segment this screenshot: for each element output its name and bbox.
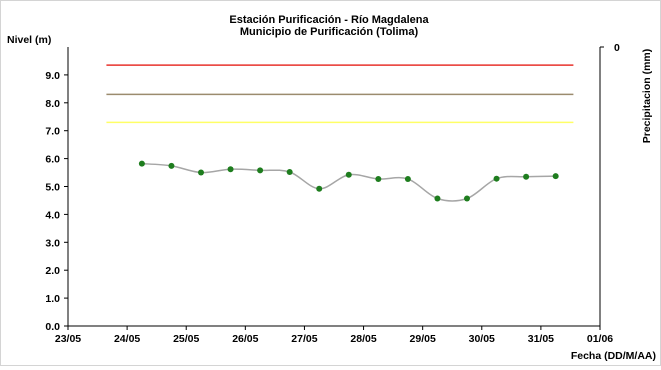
data-point: [286, 168, 293, 175]
data-point: [434, 195, 441, 202]
y2-tick-label: 0: [614, 42, 620, 54]
x-tick-label: 01/06: [587, 333, 613, 345]
y-tick-label: 3.0: [45, 237, 60, 249]
data-point: [552, 173, 559, 180]
x-tick-label: 27/05: [291, 333, 317, 345]
x-tick-label: 30/05: [469, 333, 495, 345]
plot-area: 0.0 1.0 2.0 3.0 4.0 5.0 6.0 7.0 8.0 9.0 0 23/05 24/0…: [45, 42, 620, 345]
x-tick-label: 25/05: [173, 333, 199, 345]
data-point: [198, 169, 204, 176]
y-tick-label: 0.0: [45, 321, 60, 333]
x-tick-label: 26/05: [232, 333, 258, 345]
y-tick-label: 8.0: [45, 98, 60, 110]
series-line: [141, 162, 556, 202]
data-point: [168, 162, 175, 169]
data-point: [464, 195, 470, 202]
y-tick-label: 7.0: [45, 126, 60, 138]
data-point: [316, 185, 323, 192]
y-tick-label: 5.0: [45, 182, 60, 194]
data-point: [404, 175, 411, 182]
y-tick-label: 1.0: [45, 293, 60, 305]
y-tick-label: 4.0: [45, 209, 60, 221]
y-tick-label: 2.0: [45, 265, 60, 277]
data-point: [493, 175, 500, 182]
y2-axis-label: Precipitacion (mm): [641, 49, 653, 144]
y-tick-label: 6.0: [45, 154, 60, 166]
y-tick-label: 9.0: [45, 70, 60, 82]
x-tick-label: 23/05: [55, 333, 81, 345]
data-point: [138, 160, 145, 167]
x-tick-label: 29/05: [410, 333, 436, 345]
x-tick-label: 28/05: [350, 333, 376, 345]
x-axis-label: Fecha (DD/M/AA): [571, 350, 656, 362]
chart-subtitle: Municipio de Purificación (Tolima): [240, 26, 419, 38]
y-axis-label: Nivel (m): [7, 34, 51, 46]
x-tick-label: 31/05: [528, 333, 554, 345]
data-point: [375, 175, 382, 182]
x-tick-label: 24/05: [114, 333, 140, 345]
data-point: [523, 173, 530, 180]
chart-title: Estación Purificación - Río Magdalena: [229, 14, 429, 26]
data-point: [345, 171, 352, 178]
data-point: [257, 167, 264, 174]
data-point: [227, 166, 234, 173]
